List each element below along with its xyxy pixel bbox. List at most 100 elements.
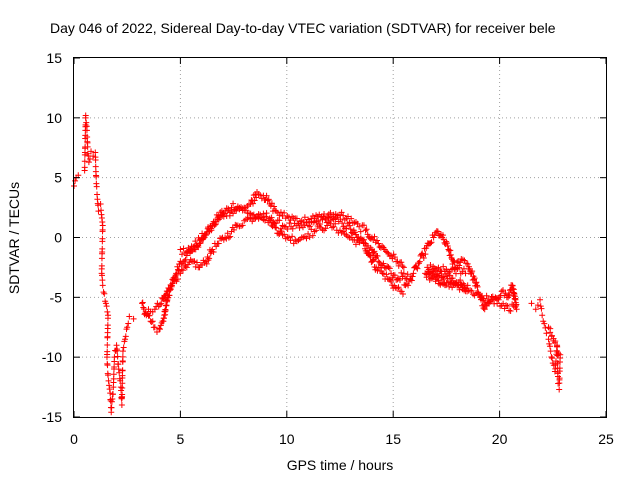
data-point [204,254,211,261]
data-point [206,255,213,262]
data-point [139,300,146,307]
data-point [153,328,160,335]
data-point [375,258,382,265]
data-point [338,209,345,216]
data-point [108,404,115,411]
data-point [228,204,235,211]
data-point [374,237,381,244]
data-point [427,240,434,247]
data-point [218,235,225,242]
data-point [420,255,427,262]
data-point [400,264,407,271]
data-point [230,210,237,217]
data-point [251,197,258,204]
data-point [179,267,186,274]
data-point [230,200,237,207]
data-point [457,259,464,266]
data-point [114,347,121,354]
data-point [532,306,539,313]
data-point [261,213,268,220]
data-point [289,225,296,232]
data-point [97,200,104,207]
data-point [268,214,275,221]
data-point [547,329,554,336]
data-point [214,214,221,221]
data-point [474,283,481,290]
data-point [272,224,279,231]
data-point [414,265,421,272]
data-point [469,268,476,275]
x-tick-label: 5 [177,431,185,447]
data-point [389,274,396,281]
data-point [231,226,238,233]
data-point [84,143,91,150]
data-point [273,224,280,231]
data-point [369,257,376,264]
y-tick-label: 10 [46,110,62,126]
data-point [556,375,563,382]
data-point [463,260,470,267]
data-point [183,264,190,271]
data-point [92,157,99,164]
y-tick-label: 0 [54,230,62,246]
data-point [391,254,398,261]
data-point [277,209,284,216]
data-point [313,227,320,234]
data-point [463,285,470,292]
data-point [506,307,513,314]
data-point [507,308,514,315]
data-point [192,263,199,270]
data-point [110,371,117,378]
data-point [542,324,549,331]
data-point [435,264,442,271]
data-point [168,283,175,290]
data-point [110,391,117,398]
data-point [329,215,336,222]
data-point [477,294,484,301]
data-point [191,258,198,265]
data-point [118,402,125,409]
data-point [347,226,354,233]
data-point [186,250,193,257]
data-point [500,287,507,294]
data-point [258,214,265,221]
data-point [403,281,410,288]
data-point [439,232,446,239]
data-point [88,148,95,155]
data-point [311,215,318,222]
data-point [395,284,402,291]
data-point [223,235,230,242]
data-point [388,252,395,259]
data-point [180,245,187,252]
data-point [460,265,467,272]
data-point [385,264,392,271]
data-point [374,253,381,260]
data-point [98,255,105,262]
data-point [99,238,106,245]
data-point [173,271,180,278]
data-point [116,369,123,376]
y-axis-label: SDTVAR / TECUs [6,182,22,294]
data-point [399,290,406,297]
y-tick-label: -15 [42,409,62,425]
data-point [390,251,397,258]
data-point [99,228,106,235]
data-point [459,256,466,263]
data-point [162,292,169,299]
data-point [405,282,412,289]
data-point [267,202,274,209]
data-point [238,223,245,230]
data-point [408,277,415,284]
data-point [158,300,165,307]
data-point [156,326,163,333]
data-point [470,291,477,298]
data-point [193,259,200,266]
data-point [457,277,464,284]
data-point [379,270,386,277]
data-point [197,239,204,246]
data-point [177,246,184,253]
data-point [433,271,440,278]
x-tick-label: 20 [492,431,508,447]
data-point [362,227,369,234]
